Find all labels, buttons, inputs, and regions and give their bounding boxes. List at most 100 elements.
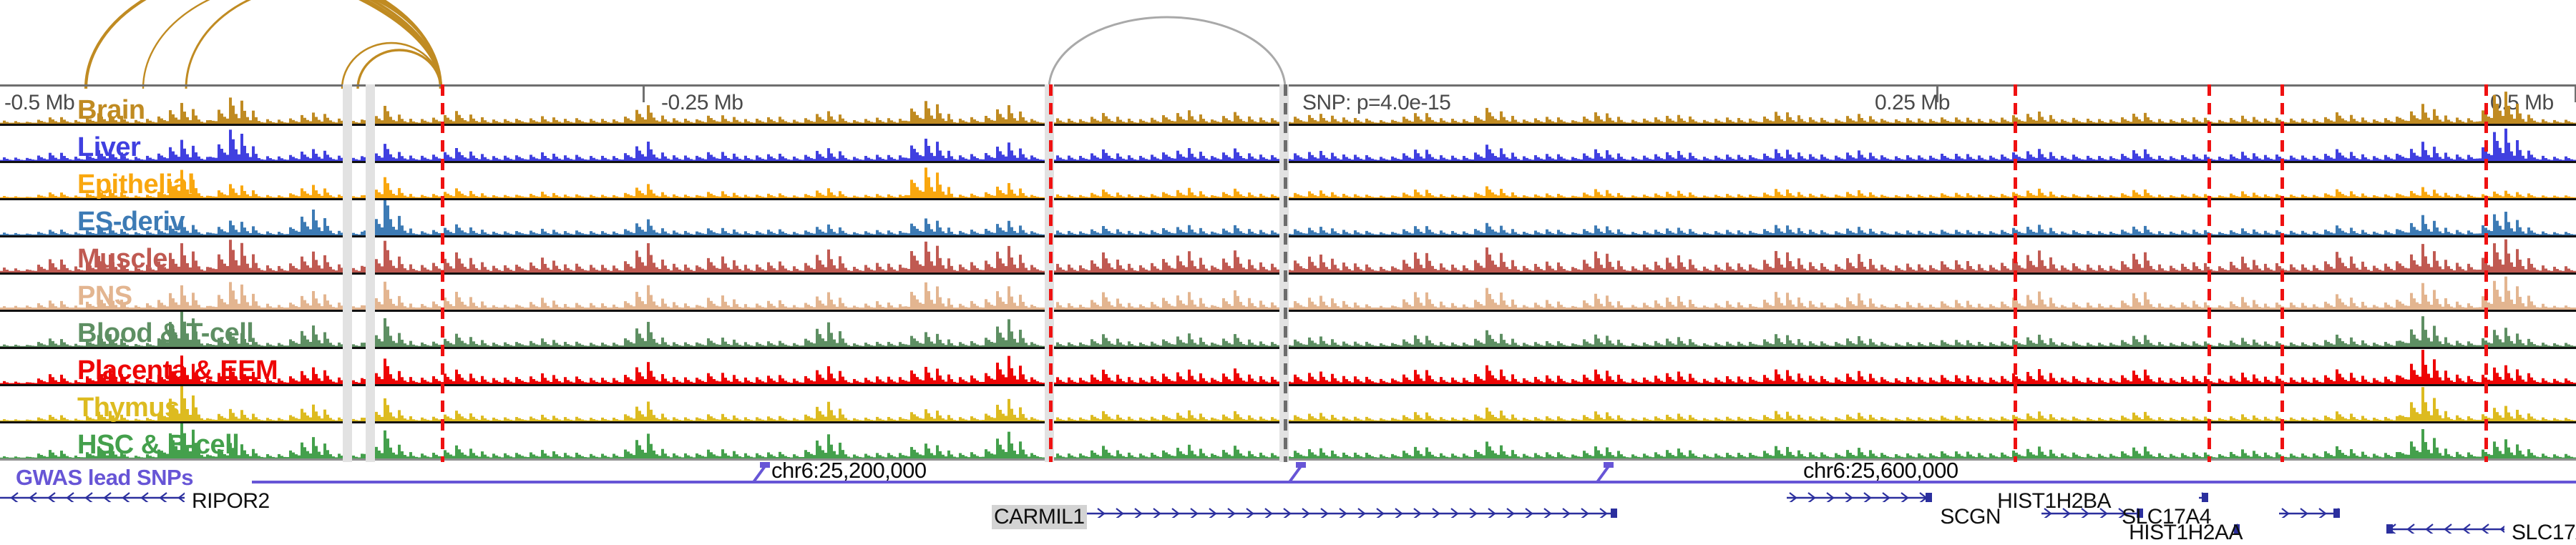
signal-track-row[interactable]: PNS — [0, 275, 2576, 312]
signal-bar — [1637, 197, 1640, 198]
signal-bar — [598, 307, 601, 310]
signal-bar — [902, 196, 904, 198]
signal-bar — [298, 196, 301, 198]
signal-track-row[interactable]: Epithelial — [0, 163, 2576, 200]
signal-bar — [1033, 305, 1036, 310]
signal-bar — [9, 159, 11, 161]
signal-bar — [2198, 196, 2201, 198]
signal-bar — [1586, 194, 1589, 198]
signal-bar — [2006, 121, 2009, 124]
signal-bar — [1445, 159, 1448, 161]
signal-bar — [1800, 119, 1803, 124]
signal-track-row[interactable]: Muscle — [0, 237, 2576, 275]
signal-bar — [939, 185, 942, 198]
signal-bar — [1360, 122, 1362, 124]
signal-bar — [847, 270, 850, 272]
signal-bar — [767, 262, 770, 272]
signal-bar — [598, 270, 601, 272]
signal-bar — [1119, 157, 1122, 161]
signal-bar — [132, 122, 135, 124]
signal-bar — [2081, 122, 2084, 124]
signal-bar — [733, 260, 736, 272]
signal-bar — [149, 305, 152, 310]
signal-bar — [1560, 119, 1563, 124]
signal-bar — [2052, 231, 2055, 235]
signal-bar — [226, 265, 229, 272]
signal-bar — [1099, 268, 1102, 272]
signal-bar — [1726, 194, 1729, 198]
signal-bar — [1148, 159, 1151, 161]
signal-bar — [801, 270, 804, 272]
signal-bar — [2138, 264, 2141, 272]
signal-bar — [859, 122, 862, 124]
signal-bar — [1523, 265, 1526, 272]
signal-bar — [212, 233, 215, 235]
signal-bar — [2341, 155, 2344, 161]
signal-bar — [1025, 157, 1028, 161]
signal-bar — [1812, 266, 1815, 272]
signal-bar — [704, 234, 707, 235]
signal-bar — [2049, 114, 2052, 124]
signal-bar — [1485, 186, 1488, 198]
signal-bar — [80, 122, 83, 124]
signal-bar — [2573, 197, 2576, 198]
signal-bar — [544, 303, 547, 310]
signal-bar — [238, 265, 240, 272]
signal-bar — [1586, 231, 1589, 235]
signal-bar — [761, 233, 764, 235]
signal-bar — [1903, 197, 1906, 198]
signal-bar — [1694, 158, 1697, 161]
signal-bar — [1494, 156, 1497, 161]
signal-bar — [1577, 197, 1580, 198]
signal-bar — [758, 267, 761, 272]
signal-bar — [2261, 270, 2264, 272]
signal-bar — [266, 231, 269, 235]
signal-bar — [2324, 230, 2327, 235]
signal-bar — [621, 159, 624, 161]
signal-bar — [1677, 114, 1680, 124]
signal-bar — [1669, 230, 1672, 235]
signal-bar — [295, 121, 298, 124]
signal-bar — [9, 307, 11, 310]
signal-bar — [1491, 229, 1494, 235]
signal-bar — [1342, 230, 1345, 235]
signal-bar — [879, 232, 882, 235]
signal-bar — [2487, 230, 2490, 235]
signal-bar — [404, 230, 406, 235]
signal-bar — [57, 307, 60, 310]
signal-bar — [100, 153, 103, 161]
signal-bar — [481, 262, 484, 272]
signal-bar — [1680, 230, 1683, 235]
signal-bar — [2404, 267, 2407, 272]
signal-bar — [1111, 305, 1113, 310]
signal-bar — [2519, 195, 2522, 198]
signal-bar — [2015, 262, 2018, 272]
signal-bar — [1689, 229, 1692, 235]
signal-track-row[interactable]: Brain — [0, 89, 2576, 126]
signal-bar — [879, 119, 882, 124]
signal-bar — [2078, 121, 2081, 124]
signal-track-row[interactable]: ES-deriv — [0, 200, 2576, 237]
signal-bar — [1949, 233, 1952, 235]
signal-bar — [953, 197, 956, 198]
signal-bar — [1755, 121, 1757, 124]
signal-bar — [1368, 195, 1371, 198]
signal-bar — [1669, 262, 1672, 272]
signal-bar — [206, 232, 209, 235]
signal-bar — [1239, 194, 1242, 198]
signal-bar — [942, 191, 945, 198]
signal-bar — [2410, 111, 2413, 124]
signal-bar — [329, 195, 332, 198]
signal-bar — [2358, 122, 2361, 124]
signal-bar — [2178, 122, 2181, 124]
signal-bar — [1626, 270, 1629, 272]
signal-bar — [467, 233, 469, 235]
signal-bar — [1903, 234, 1906, 235]
signal-bar — [945, 233, 947, 235]
signal-bar — [1511, 229, 1514, 235]
signal-bar — [1257, 197, 1259, 198]
signal-bar — [1526, 232, 1528, 235]
signal-track-row[interactable]: Liver — [0, 126, 2576, 163]
signal-bar — [2101, 196, 2104, 198]
signal-bar — [1191, 192, 1194, 198]
